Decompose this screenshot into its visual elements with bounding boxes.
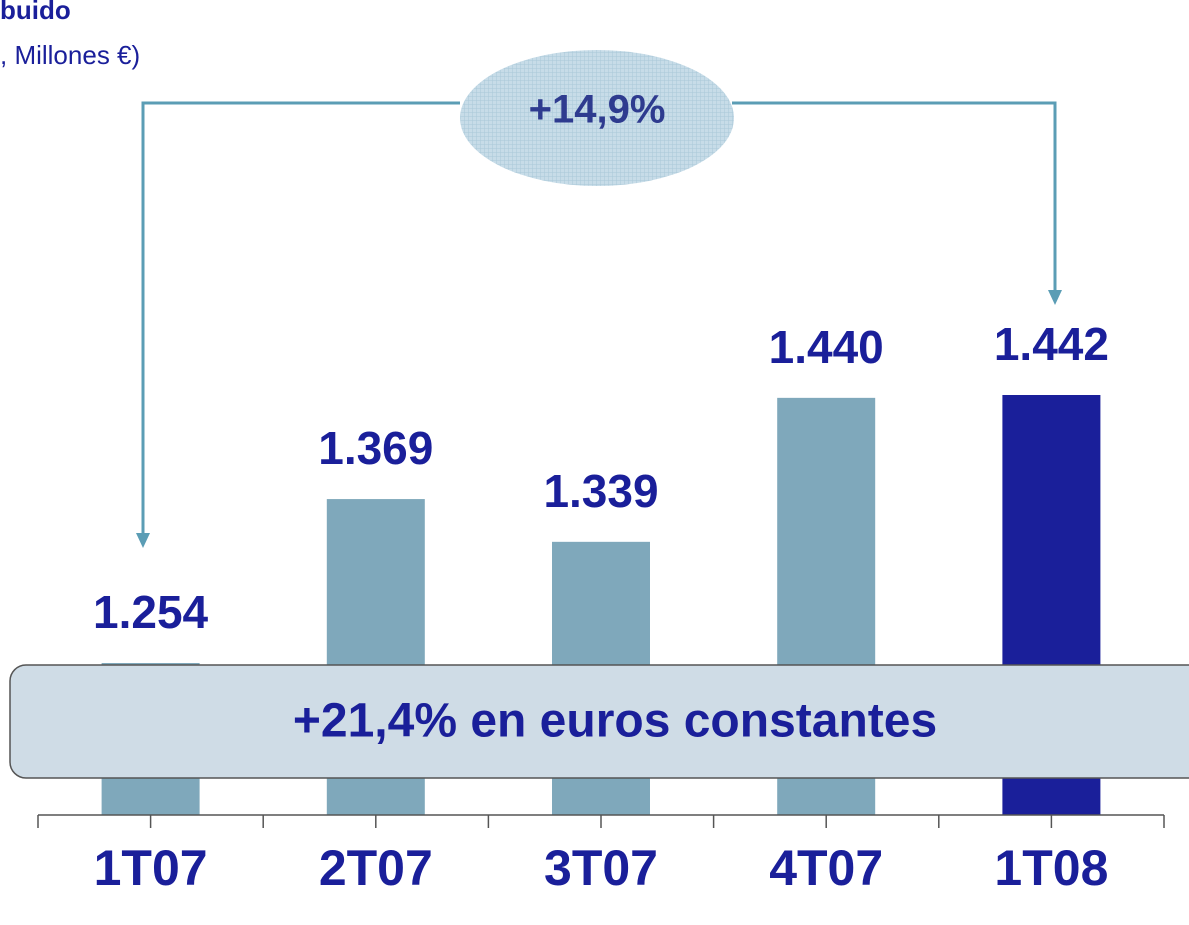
x-tick-label: 1T08	[994, 840, 1108, 896]
value-label: 1.440	[769, 321, 884, 373]
x-tick-label: 1T07	[94, 840, 208, 896]
growth-label: +14,9%	[529, 88, 666, 132]
x-tick-label: 2T07	[319, 840, 433, 896]
x-axis: 1T07 2T07 3T07 4T07 1T08	[37, 814, 1165, 896]
x-tick-label: 4T07	[769, 840, 883, 896]
growth-bubble	[460, 50, 734, 186]
x-tick-label: 3T07	[544, 840, 658, 896]
value-label: 1.369	[318, 422, 433, 474]
callout-box	[9, 664, 1189, 779]
callout-text: +21,4% en euros constantes	[293, 695, 937, 748]
connector	[141, 101, 1057, 545]
chart-title: buido	[0, 0, 71, 25]
value-label: 1.339	[543, 465, 658, 517]
value-label: 1.254	[93, 586, 209, 638]
chart-subtitle: , Millones €)	[0, 40, 140, 70]
value-label: 1.442	[994, 318, 1109, 370]
